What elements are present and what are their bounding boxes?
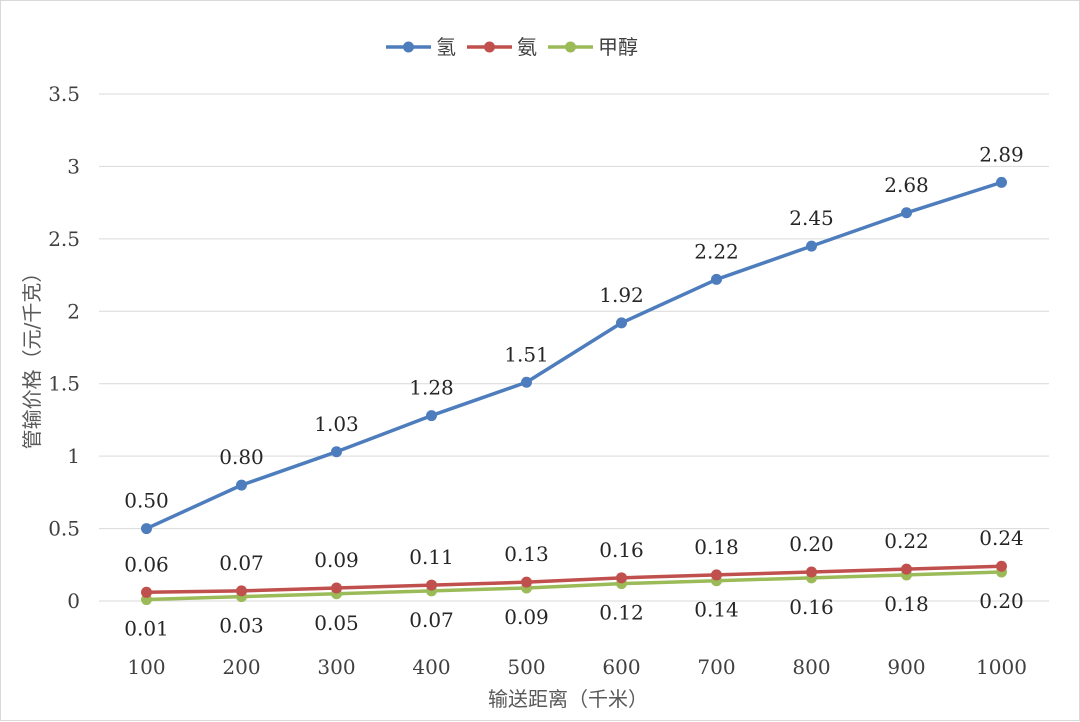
x-axis-title: 输送距离（千米） [488, 687, 648, 711]
data-point [806, 240, 817, 252]
data-label: 0.16 [789, 595, 834, 619]
data-label: 2.89 [979, 142, 1024, 166]
data-label: 0.22 [884, 529, 929, 553]
data-label: 0.80 [219, 445, 264, 469]
y-axis-ticks: 0 0.5 1 1.5 2 2.5 3 3.5 [48, 82, 80, 613]
legend-label: 氨 [517, 35, 537, 59]
data-point [616, 572, 627, 584]
data-label: 0.20 [789, 532, 834, 556]
y-tick-label: 2 [67, 299, 80, 323]
data-point [331, 446, 342, 458]
data-point [901, 563, 912, 575]
data-label: 0.09 [314, 548, 359, 572]
data-label: 0.05 [314, 611, 359, 635]
legend-marker [403, 41, 414, 53]
series-lines [141, 176, 1007, 606]
data-label: 0.06 [124, 552, 169, 576]
series-line [145, 180, 1003, 531]
data-point [901, 207, 912, 219]
legend-marker [565, 41, 576, 53]
data-point [521, 576, 532, 588]
data-point [711, 273, 722, 285]
data-point [806, 566, 817, 578]
data-label: 0.18 [694, 535, 739, 559]
data-point [236, 479, 247, 491]
gridlines [99, 93, 1049, 602]
data-label: 0.09 [504, 605, 549, 629]
x-tick-label: 100 [127, 655, 165, 679]
data-label: 1.92 [599, 283, 644, 307]
data-label: 0.07 [219, 551, 264, 575]
data-point [331, 582, 342, 594]
data-point [426, 579, 437, 591]
data-label: 1.03 [314, 412, 359, 436]
data-label: 1.28 [409, 376, 454, 400]
legend-marker [484, 41, 495, 53]
data-point [236, 585, 247, 597]
data-label: 2.22 [694, 239, 739, 263]
x-tick-label: 1000 [976, 655, 1027, 679]
data-point [996, 176, 1007, 188]
data-point [616, 317, 627, 329]
y-tick-label: 2.5 [48, 227, 80, 251]
data-label: 0.12 [599, 601, 644, 625]
data-label: 0.20 [979, 589, 1024, 613]
series-line [146, 570, 1002, 602]
x-tick-label: 700 [697, 655, 735, 679]
data-label: 0.18 [884, 592, 929, 616]
data-point [141, 586, 152, 598]
data-label: 0.07 [409, 608, 454, 632]
data-label: 0.01 [124, 617, 169, 641]
y-tick-label: 0 [67, 589, 80, 613]
data-label: 0.16 [599, 538, 644, 562]
y-axis-title: 管输价格（元/千克） [20, 263, 44, 450]
legend-label: 甲醇 [598, 35, 638, 59]
x-tick-label: 800 [792, 655, 830, 679]
x-tick-label: 600 [602, 655, 640, 679]
x-tick-label: 500 [507, 655, 545, 679]
data-label: 0.11 [409, 545, 454, 569]
data-label: 0.14 [694, 598, 739, 622]
data-point [996, 560, 1007, 572]
legend-label: 氢 [436, 35, 456, 59]
data-label: 2.68 [884, 173, 929, 197]
y-tick-label: 1 [67, 444, 80, 468]
legend: 氢 氨 甲醇 [386, 35, 638, 59]
y-tick-label: 1.5 [48, 372, 80, 396]
data-label: 2.45 [789, 206, 834, 230]
data-label: 1.51 [504, 342, 549, 366]
data-label: 0.24 [979, 526, 1024, 550]
data-point [426, 410, 437, 422]
data-labels: 0.50 0.80 1.03 1.28 1.51 1.92 2.22 2.45 2.68 2.89… [124, 142, 1024, 640]
y-tick-label: 3.5 [48, 82, 80, 106]
y-tick-label: 0.5 [48, 517, 80, 541]
x-tick-label: 400 [412, 655, 450, 679]
y-tick-label: 3 [67, 154, 80, 178]
data-label: 0.03 [219, 614, 264, 638]
data-point [711, 569, 722, 581]
series-line [146, 564, 1002, 595]
x-tick-label: 200 [222, 655, 260, 679]
x-tick-label: 900 [887, 655, 925, 679]
data-label: 0.13 [504, 542, 549, 566]
x-tick-label: 300 [317, 655, 355, 679]
data-point [521, 376, 532, 388]
data-label: 0.50 [124, 489, 169, 513]
x-axis-ticks: 100 200 300 400 500 600 700 800 900 1000 [127, 655, 1027, 679]
data-point [141, 523, 152, 535]
